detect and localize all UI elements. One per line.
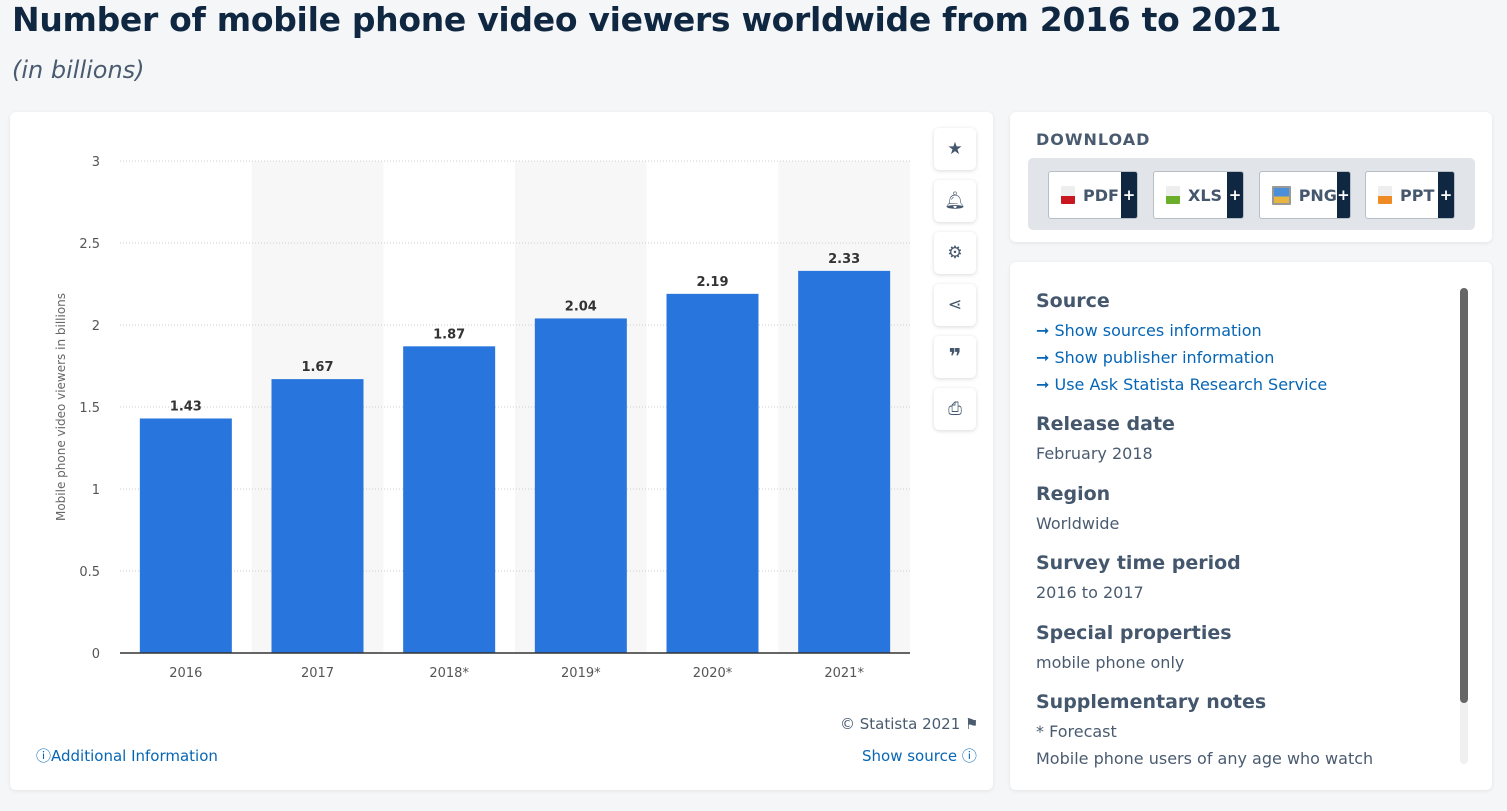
info-icon: ⓘ xyxy=(961,747,977,765)
period-heading: Survey time period xyxy=(1036,552,1241,574)
scrollbar-thumb[interactable] xyxy=(1460,288,1468,703)
source-heading: Source xyxy=(1036,290,1110,312)
bar xyxy=(534,318,627,653)
x-tick-label: 2020* xyxy=(693,666,733,681)
y-tick-label: 0.5 xyxy=(79,565,100,580)
special-properties: mobile phone only xyxy=(1036,653,1185,672)
download-heading: DOWNLOAD xyxy=(1036,130,1151,149)
xls-file-icon xyxy=(1166,186,1180,204)
chart-card: 0 0.5 1 1.5 2 2.5 3 1.43 2016 1.67 2017 1.87 2018* 2.… xyxy=(10,112,993,790)
x-tick-label: 2017 xyxy=(301,666,334,681)
copyright: © Statista 2021 ⚑ xyxy=(840,715,979,733)
page-title: Number of mobile phone video viewers wor… xyxy=(12,0,1282,39)
settings-button[interactable]: ⚙ xyxy=(934,232,976,274)
bar xyxy=(139,418,232,653)
quote-icon: ❞ xyxy=(948,344,962,370)
pdf-file-icon xyxy=(1061,186,1075,204)
info-card: Source ➞ Show sources information ➞ Show… xyxy=(1010,262,1492,790)
y-tick-label: 2.5 xyxy=(79,237,100,252)
page-subtitle: (in billions) xyxy=(12,56,145,84)
x-tick-label: 2018* xyxy=(429,666,469,681)
flag-icon: ⚑ xyxy=(965,715,979,733)
data-label: 2.19 xyxy=(696,275,728,290)
x-tick-label: 2019* xyxy=(561,666,601,681)
x-tick-label: 2021* xyxy=(824,666,864,681)
print-button[interactable]: ⎙ xyxy=(934,388,976,430)
image-file-icon xyxy=(1272,185,1291,205)
print-icon: ⎙ xyxy=(948,399,962,419)
notes-forecast: * Forecast xyxy=(1036,722,1117,741)
y-tick-label: 2 xyxy=(92,319,100,334)
release-date: February 2018 xyxy=(1036,444,1153,463)
gear-icon: ⚙ xyxy=(947,243,963,263)
notification-button[interactable]: 🔔︎ xyxy=(934,180,976,222)
download-ppt-button[interactable]: PPT + xyxy=(1365,171,1455,219)
bar xyxy=(271,379,364,653)
data-label: 2.33 xyxy=(828,252,860,267)
special-heading: Special properties xyxy=(1036,622,1232,644)
show-source-link[interactable]: Show source ⓘ xyxy=(862,747,977,765)
favorite-button[interactable]: ★ xyxy=(934,128,976,170)
x-tick-label: 2016 xyxy=(169,666,202,681)
show-sources-link[interactable]: ➞ Show sources information xyxy=(1036,321,1262,340)
share-icon: ⋖ xyxy=(947,295,963,315)
star-icon: ★ xyxy=(947,139,963,159)
bell-icon: 🔔︎ xyxy=(944,191,966,211)
share-button[interactable]: ⋖ xyxy=(934,284,976,326)
y-tick-label: 1.5 xyxy=(79,401,100,416)
region-heading: Region xyxy=(1036,483,1111,505)
survey-period: 2016 to 2017 xyxy=(1036,583,1144,602)
data-label: 2.04 xyxy=(565,299,597,314)
show-publisher-link[interactable]: ➞ Show publisher information xyxy=(1036,348,1275,367)
region: Worldwide xyxy=(1036,514,1120,533)
bar-chart: 0 0.5 1 1.5 2 2.5 3 1.43 2016 1.67 2017 1.87 2018* 2.… xyxy=(54,155,910,681)
data-label: 1.67 xyxy=(301,360,333,375)
download-pdf-button[interactable]: PDF + xyxy=(1048,171,1138,219)
ppt-file-icon xyxy=(1378,186,1392,204)
bar xyxy=(666,293,759,653)
y-tick-label: 1 xyxy=(92,483,100,498)
info-icon: ⓘ xyxy=(36,747,52,765)
notes-heading: Supplementary notes xyxy=(1036,691,1267,713)
y-tick-label: 0 xyxy=(92,647,100,662)
release-heading: Release date xyxy=(1036,413,1175,435)
y-tick-label: 3 xyxy=(92,155,100,170)
download-card: DOWNLOAD PDF + XLS + PNG + PPT + xyxy=(1010,112,1492,242)
data-label: 1.87 xyxy=(433,327,465,342)
additional-information-link[interactable]: ⓘAdditional Information xyxy=(36,747,218,765)
notes-text: Mobile phone users of any age who watch xyxy=(1036,749,1374,768)
data-label: 1.43 xyxy=(170,399,202,414)
bar xyxy=(403,346,496,653)
cite-button[interactable]: ❞ xyxy=(934,336,976,378)
research-service-link[interactable]: ➞ Use Ask Statista Research Service xyxy=(1036,375,1328,394)
y-axis-title: Mobile phone video viewers in billions xyxy=(54,293,68,521)
download-png-button[interactable]: PNG + xyxy=(1259,171,1351,219)
bar xyxy=(798,270,891,653)
download-xls-button[interactable]: XLS + xyxy=(1153,171,1244,219)
